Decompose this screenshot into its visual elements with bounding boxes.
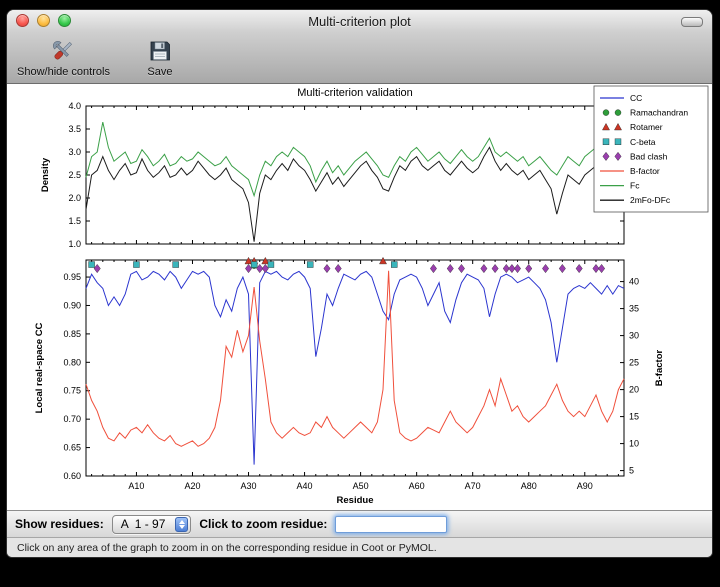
multi-criterion-chart[interactable]: Multi-criterion validation 1.0 1.5 2.0 2.5 3.… bbox=[8, 84, 712, 508]
svg-text:Density: Density bbox=[40, 157, 51, 192]
svg-text:0.65: 0.65 bbox=[63, 443, 81, 453]
show-hide-controls-button[interactable]: Show/hide controls bbox=[13, 35, 114, 79]
save-button[interactable]: Save bbox=[120, 35, 200, 79]
svg-text:4.0: 4.0 bbox=[68, 101, 81, 111]
svg-text:Bad clash: Bad clash bbox=[630, 151, 668, 161]
svg-text:A90: A90 bbox=[576, 481, 592, 491]
svg-text:B-factor: B-factor bbox=[630, 166, 660, 176]
svg-text:0.95: 0.95 bbox=[63, 272, 81, 282]
svg-text:2mFo-DFc: 2mFo-DFc bbox=[630, 195, 671, 205]
toolbar-item-label: Show/hide controls bbox=[17, 66, 110, 78]
svg-text:10: 10 bbox=[629, 439, 639, 449]
svg-text:A60: A60 bbox=[408, 481, 424, 491]
window-title: Multi-criterion plot bbox=[308, 13, 411, 29]
svg-text:20: 20 bbox=[629, 385, 639, 395]
svg-text:0.80: 0.80 bbox=[63, 357, 81, 367]
minimize-button[interactable] bbox=[37, 14, 50, 27]
residue-range-value: A 1 - 97 bbox=[120, 517, 166, 531]
close-button[interactable] bbox=[16, 14, 29, 27]
svg-text:Residue: Residue bbox=[336, 495, 373, 506]
zoom-residue-input[interactable] bbox=[335, 515, 448, 533]
svg-text:1.0: 1.0 bbox=[68, 239, 81, 249]
title-bar[interactable]: Multi-criterion plot bbox=[7, 10, 712, 32]
svg-text:A30: A30 bbox=[240, 481, 256, 491]
toolbar-toggle-button[interactable] bbox=[681, 17, 703, 27]
svg-text:2.0: 2.0 bbox=[68, 193, 81, 203]
svg-text:2.5: 2.5 bbox=[68, 170, 81, 180]
svg-text:A80: A80 bbox=[520, 481, 536, 491]
toolbar: Show/hide controls Save bbox=[7, 32, 712, 84]
zoom-window-button[interactable] bbox=[58, 14, 71, 27]
tools-icon bbox=[50, 36, 76, 66]
svg-text:5: 5 bbox=[629, 466, 634, 476]
stepper-arrows-icon bbox=[175, 516, 189, 532]
svg-text:Multi-criterion validation: Multi-criterion validation bbox=[297, 87, 413, 99]
svg-text:40: 40 bbox=[629, 277, 639, 287]
svg-text:A20: A20 bbox=[184, 481, 200, 491]
svg-text:15: 15 bbox=[629, 412, 639, 422]
svg-text:3.5: 3.5 bbox=[68, 124, 81, 134]
toolbar-item-label: Save bbox=[147, 66, 173, 78]
show-residues-label: Show residues: bbox=[15, 517, 104, 531]
save-icon bbox=[148, 36, 172, 66]
svg-text:30: 30 bbox=[629, 331, 639, 341]
svg-text:Rotamer: Rotamer bbox=[630, 122, 663, 132]
svg-text:0.75: 0.75 bbox=[63, 386, 81, 396]
zoom-residue-label: Click to zoom residue: bbox=[199, 517, 328, 531]
svg-text:A50: A50 bbox=[352, 481, 368, 491]
status-text: Click on any area of the graph to zoom i… bbox=[17, 541, 437, 554]
svg-text:A70: A70 bbox=[464, 481, 480, 491]
svg-text:Fc: Fc bbox=[630, 181, 640, 191]
svg-text:B-factor: B-factor bbox=[654, 349, 665, 386]
svg-text:3.0: 3.0 bbox=[68, 147, 81, 157]
svg-text:A40: A40 bbox=[296, 481, 312, 491]
app-window: Multi-criterion plot Show/hide controls bbox=[6, 9, 713, 558]
status-bar: Click on any area of the graph to zoom i… bbox=[7, 537, 712, 557]
residue-range-select[interactable]: A 1 - 97 bbox=[111, 514, 192, 534]
svg-text:CC: CC bbox=[630, 93, 642, 103]
svg-text:C-beta: C-beta bbox=[630, 137, 656, 147]
svg-text:0.90: 0.90 bbox=[63, 300, 81, 310]
svg-text:25: 25 bbox=[629, 358, 639, 368]
svg-text:0.60: 0.60 bbox=[63, 471, 81, 481]
traffic-lights bbox=[16, 14, 71, 27]
svg-text:Ramachandran: Ramachandran bbox=[630, 108, 688, 118]
svg-text:Local real-space CC: Local real-space CC bbox=[34, 322, 45, 413]
svg-text:35: 35 bbox=[629, 304, 639, 314]
svg-text:0.85: 0.85 bbox=[63, 329, 81, 339]
controls-bar: Show residues: A 1 - 97 Click to zoom re… bbox=[7, 510, 712, 537]
svg-text:A10: A10 bbox=[128, 481, 144, 491]
svg-text:1.5: 1.5 bbox=[68, 216, 81, 226]
svg-text:0.70: 0.70 bbox=[63, 414, 81, 424]
plot-area[interactable]: Multi-criterion validation 1.0 1.5 2.0 2.5 3.… bbox=[7, 84, 712, 510]
